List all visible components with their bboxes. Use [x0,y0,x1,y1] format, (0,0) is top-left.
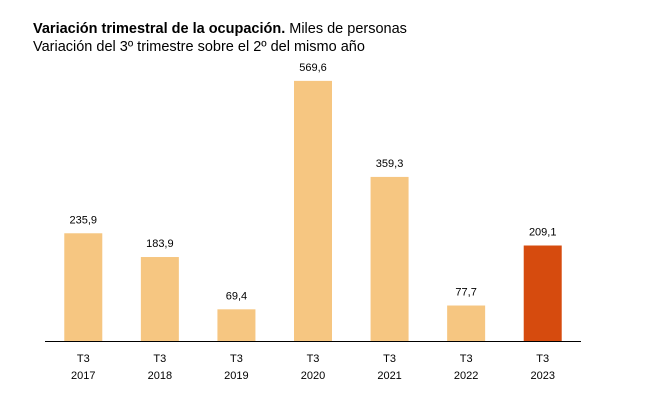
x-tick-label-line: T3 [383,353,396,365]
bar [447,305,486,341]
x-tick-label-line: T3 [307,353,320,365]
x-tick-label: T3 2018 [148,353,172,382]
value-label: 569,6 [299,62,327,74]
x-tick-label-line: T3 [153,353,166,365]
chart-title-line: Variación trimestral de la ocupación. Mil… [33,21,407,37]
value-label: 69,4 [226,290,247,302]
x-tick-label: T3 2019 [224,353,248,382]
x-tick-label: T3 2017 [71,353,95,382]
x-tick-label-line: 2022 [454,370,478,382]
bar [64,233,103,341]
bar [523,245,562,341]
x-tick-label: T3 2022 [454,353,478,382]
x-tick-label-line: 2018 [148,370,172,382]
value-label: 209,1 [529,227,557,239]
x-tick-label: T3 2023 [530,353,554,382]
bar [140,257,179,341]
x-tick-label-line: T3 [77,353,90,365]
x-tick-label-line: 2019 [224,370,248,382]
chart-title: Variación trimestral de la ocupación. [33,21,285,37]
x-tick-label-line: 2017 [71,370,95,382]
value-label: 359,3 [376,158,404,170]
bar [370,176,409,341]
x-tick-label: T3 2020 [301,353,325,382]
bar [217,309,256,341]
x-tick-label-line: T3 [536,353,549,365]
chart-subtitle: Variación del 3º trimestre sobre el 2º d… [33,39,365,55]
x-tick-label-line: 2023 [530,370,554,382]
chart-units: Miles de personas [289,21,407,37]
value-label: 77,7 [455,287,476,299]
value-label: 235,9 [70,214,98,226]
x-tick-label-line: T3 [230,353,243,365]
x-tick-label-line: T3 [460,353,473,365]
value-label: 183,9 [146,238,174,250]
x-tick-label-line: 2021 [377,370,401,382]
x-tick-label: T3 2021 [377,353,401,382]
x-tick-label-line: 2020 [301,370,325,382]
bar [294,80,332,342]
